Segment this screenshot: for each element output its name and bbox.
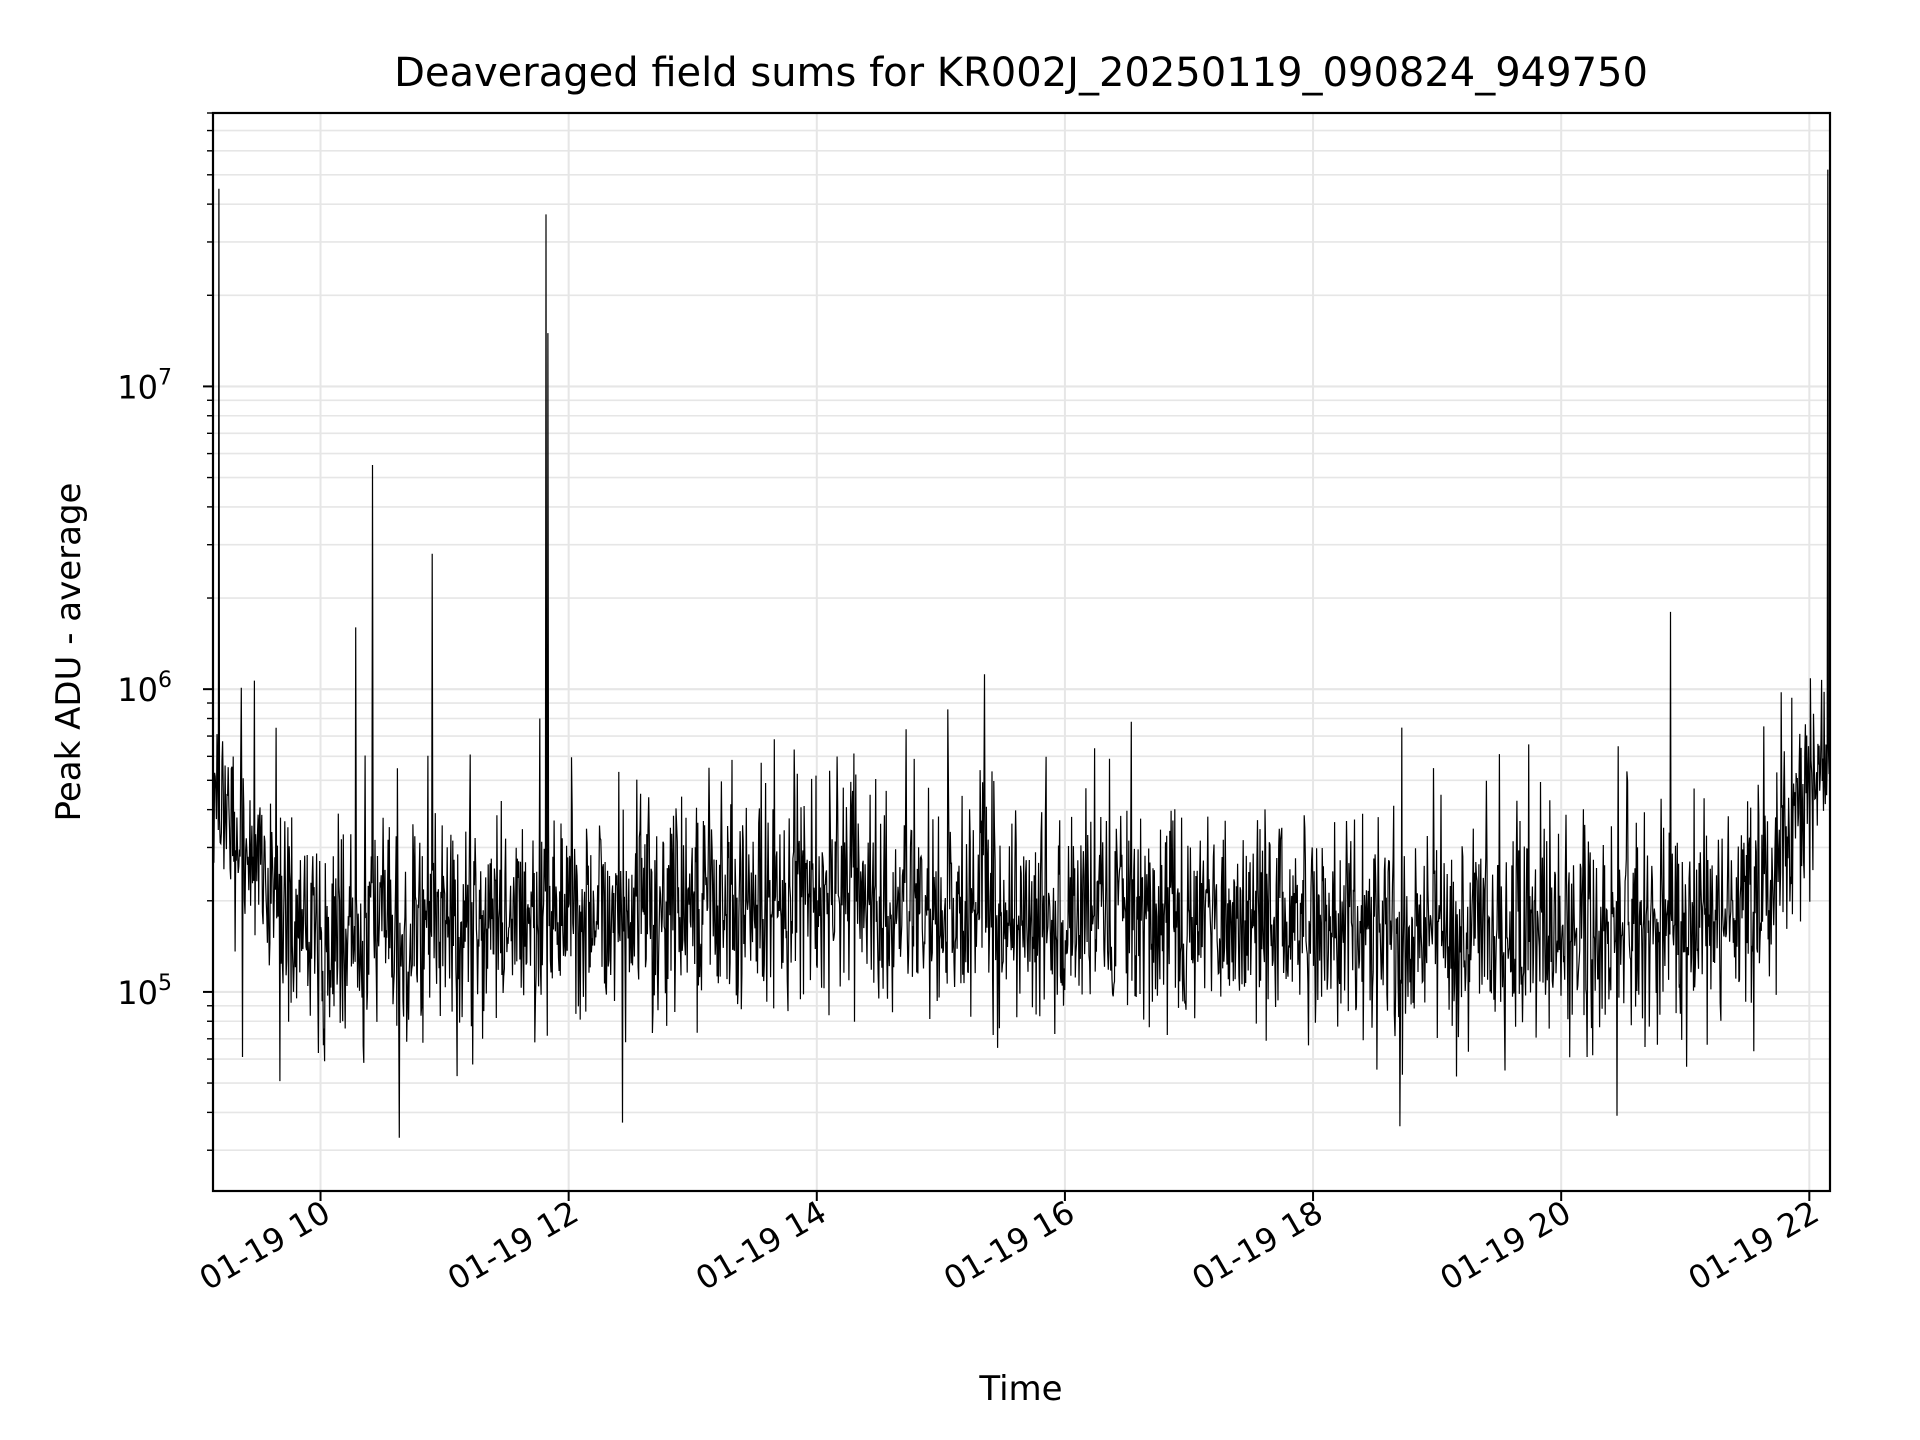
y-axis-title: Peak ADU - average (49, 483, 89, 822)
grid-lines (213, 112, 1830, 1191)
y-axis: 105 106 107 (117, 112, 213, 1151)
plot-frame (211, 111, 1832, 1193)
y-tick-label: 107 (117, 365, 172, 406)
x-axis-title: Time (978, 1369, 1062, 1409)
y-tick-label: 105 (117, 971, 172, 1012)
chart-title: Deaveraged field sums for KR002J_2025011… (394, 50, 1648, 96)
series-line (212, 169, 1831, 1138)
y-tick-label: 106 (117, 668, 172, 709)
series-path (212, 169, 1831, 1138)
